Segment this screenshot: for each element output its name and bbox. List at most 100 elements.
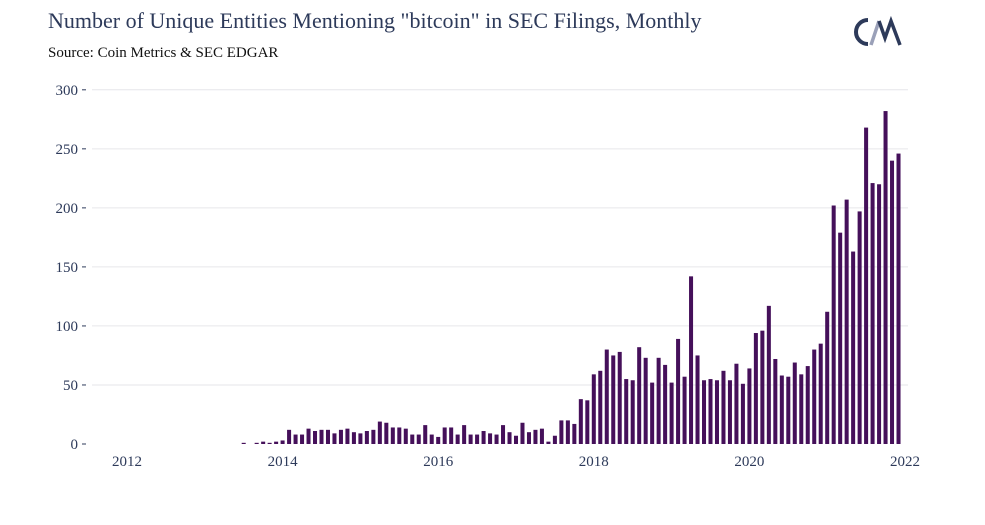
x-tick-label: 2016: [423, 454, 454, 470]
x-tick-label: 2012: [112, 454, 142, 470]
bar: [501, 425, 506, 444]
bar: [838, 232, 843, 444]
logo-mark-icon: [854, 15, 902, 46]
bar: [377, 421, 382, 444]
bar: [572, 423, 577, 444]
bar: [410, 434, 415, 444]
bar: [611, 355, 616, 444]
bar: [364, 431, 369, 444]
x-tick-label: 2022: [890, 454, 920, 470]
bar: [351, 432, 356, 444]
y-axis: 0 50 100 150 200 250 300: [56, 83, 86, 453]
bar: [578, 399, 583, 444]
bar: [280, 440, 285, 444]
y-tick-label: 100: [56, 319, 79, 335]
bar: [773, 358, 778, 444]
bar: [559, 420, 564, 444]
bar: [727, 380, 732, 444]
bar: [831, 205, 836, 444]
bar: [313, 431, 318, 444]
bar: [488, 433, 493, 444]
bar: [300, 434, 305, 444]
bar: [689, 276, 694, 444]
bar: [864, 127, 869, 444]
y-tick-label: 200: [56, 201, 79, 217]
bar: [604, 349, 609, 444]
y-tick-label: 250: [56, 142, 79, 158]
bar: [416, 434, 421, 444]
bar: [643, 357, 648, 444]
bar: [786, 376, 791, 444]
bar: [624, 379, 629, 444]
bar: [449, 427, 454, 444]
chart-subtitle: Source: Coin Metrics & SEC EDGAR: [48, 45, 279, 61]
gridlines: [92, 89, 908, 386]
bar: [779, 375, 784, 444]
y-tick-label: 50: [63, 378, 78, 394]
coin-metrics-logo: [848, 12, 908, 52]
bar: [526, 432, 531, 444]
bar: [747, 368, 752, 444]
bar: [721, 370, 726, 444]
bar: [650, 382, 655, 444]
bar: [656, 357, 661, 444]
bar: [695, 355, 700, 444]
bar: [669, 382, 674, 444]
bar: [358, 433, 363, 444]
bar: [851, 251, 856, 444]
bar: [267, 442, 272, 444]
bar: [890, 160, 895, 444]
bar: [423, 425, 428, 444]
bar: [274, 441, 279, 444]
bar: [565, 420, 570, 444]
bar: [734, 363, 739, 444]
bar: [384, 422, 389, 444]
bar: [442, 427, 447, 444]
bar: [481, 431, 486, 444]
bar: [494, 434, 499, 444]
bar: [254, 442, 259, 444]
bar: [585, 400, 590, 444]
bar: [805, 366, 810, 444]
x-tick-label: 2014: [268, 454, 299, 470]
bar: [293, 434, 298, 444]
chart-title: Number of Unique Entities Mentioning "bi…: [48, 8, 702, 33]
bar: [812, 349, 817, 444]
x-tick-label: 2020: [734, 454, 764, 470]
bar: [533, 429, 538, 444]
bar: [371, 429, 376, 444]
bar: [507, 432, 512, 444]
bar: [708, 379, 713, 444]
bar: [468, 434, 473, 444]
bar: [539, 428, 544, 444]
bar: [766, 305, 771, 444]
bar: [436, 436, 441, 444]
bar: [896, 153, 901, 444]
bar: [870, 183, 875, 444]
x-tick-label: 2018: [579, 454, 609, 470]
bar: [637, 347, 642, 444]
bar: [261, 441, 266, 444]
x-axis: 2012 2014 2016 2018 2020 2022: [112, 454, 920, 470]
bar: [390, 427, 395, 444]
bar: [799, 374, 804, 444]
bar: [552, 435, 557, 444]
bar: [429, 434, 434, 444]
bar: [591, 374, 596, 444]
bar: [740, 383, 745, 444]
bar: [520, 422, 525, 444]
bar: [338, 429, 343, 444]
bar: [325, 429, 330, 444]
y-tick-label: 150: [56, 260, 79, 276]
bar: [663, 364, 668, 444]
y-tick-label: 0: [71, 437, 79, 453]
bar: [403, 428, 408, 444]
bar: [883, 111, 888, 444]
bar: [397, 427, 402, 444]
bar: [676, 338, 681, 444]
bar: [877, 184, 882, 444]
bar: [546, 441, 551, 444]
bar: [682, 376, 687, 444]
bar: [617, 351, 622, 444]
